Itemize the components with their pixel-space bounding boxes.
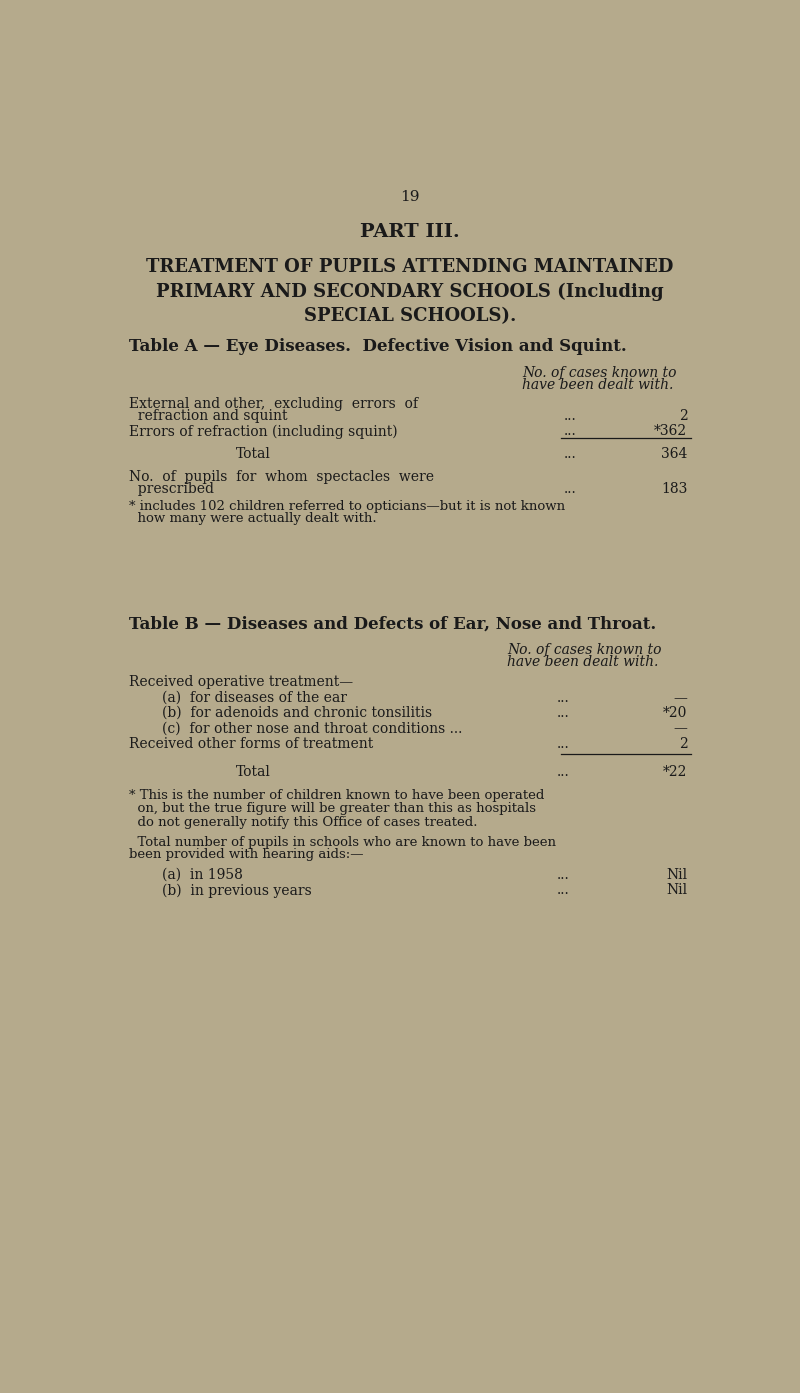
Text: Total: Total <box>236 447 270 461</box>
Text: on, but the true figure will be greater than this as hospitals: on, but the true figure will be greater … <box>130 802 537 815</box>
Text: 19: 19 <box>400 191 420 205</box>
Text: (c)  for other nose and throat conditions ...: (c) for other nose and throat conditions… <box>162 722 462 736</box>
Text: SPECIAL SCHOOLS).: SPECIAL SCHOOLS). <box>304 308 516 326</box>
Text: —: — <box>674 691 687 705</box>
Text: PRIMARY AND SECONDARY SCHOOLS (Including: PRIMARY AND SECONDARY SCHOOLS (Including <box>156 283 664 301</box>
Text: ...: ... <box>563 410 576 423</box>
Text: ...: ... <box>563 425 576 439</box>
Text: have been dealt with.: have been dealt with. <box>522 378 674 393</box>
Text: ...: ... <box>558 765 570 779</box>
Text: (b)  in previous years: (b) in previous years <box>162 883 312 897</box>
Text: ...: ... <box>558 737 570 751</box>
Text: Nil: Nil <box>666 883 687 897</box>
Text: ...: ... <box>563 482 576 496</box>
Text: ...: ... <box>558 706 570 720</box>
Text: *20: *20 <box>663 706 687 720</box>
Text: 183: 183 <box>661 482 687 496</box>
Text: Total: Total <box>236 765 270 779</box>
Text: how many were actually dealt with.: how many were actually dealt with. <box>130 513 377 525</box>
Text: ...: ... <box>558 868 570 882</box>
Text: Table A — Eye Diseases.  Defective Vision and Squint.: Table A — Eye Diseases. Defective Vision… <box>130 338 627 355</box>
Text: 2: 2 <box>678 737 687 751</box>
Text: No. of cases known to: No. of cases known to <box>522 366 677 380</box>
Text: prescribed: prescribed <box>130 482 214 496</box>
Text: refraction and squint: refraction and squint <box>130 410 288 423</box>
Text: *362: *362 <box>654 425 687 439</box>
Text: Table B — Diseases and Defects of Ear, Nose and Throat.: Table B — Diseases and Defects of Ear, N… <box>130 616 657 632</box>
Text: Total number of pupils in schools who are known to have been: Total number of pupils in schools who ar… <box>130 836 557 848</box>
Text: been provided with hearing aids:—: been provided with hearing aids:— <box>130 848 364 861</box>
Text: 2: 2 <box>678 410 687 423</box>
Text: ...: ... <box>558 691 570 705</box>
Text: External and other,  excluding  errors  of: External and other, excluding errors of <box>130 397 418 411</box>
Text: have been dealt with.: have been dealt with. <box>507 655 658 670</box>
Text: No.  of  pupils  for  whom  spectacles  were: No. of pupils for whom spectacles were <box>130 469 434 483</box>
Text: 364: 364 <box>661 447 687 461</box>
Text: ...: ... <box>563 447 576 461</box>
Text: * includes 102 children referred to opticians—but it is not known: * includes 102 children referred to opti… <box>130 500 566 513</box>
Text: (a)  in 1958: (a) in 1958 <box>162 868 243 882</box>
Text: ...: ... <box>558 883 570 897</box>
Text: No. of cases known to: No. of cases known to <box>507 644 662 657</box>
Text: *22: *22 <box>663 765 687 779</box>
Text: Errors of refraction (including squint): Errors of refraction (including squint) <box>130 425 398 439</box>
Text: Nil: Nil <box>666 868 687 882</box>
Text: TREATMENT OF PUPILS ATTENDING MAINTAINED: TREATMENT OF PUPILS ATTENDING MAINTAINED <box>146 258 674 276</box>
Text: PART III.: PART III. <box>360 223 460 241</box>
Text: do not generally notify this Office of cases treated.: do not generally notify this Office of c… <box>130 815 478 829</box>
Text: —: — <box>674 722 687 736</box>
Text: (a)  for diseases of the ear: (a) for diseases of the ear <box>162 691 347 705</box>
Text: Received other forms of treatment: Received other forms of treatment <box>130 737 374 751</box>
Text: Received operative treatment—: Received operative treatment— <box>130 676 354 690</box>
Text: (b)  for adenoids and chronic tonsilitis: (b) for adenoids and chronic tonsilitis <box>162 706 432 720</box>
Text: * This is the number of children known to have been operated: * This is the number of children known t… <box>130 790 545 802</box>
